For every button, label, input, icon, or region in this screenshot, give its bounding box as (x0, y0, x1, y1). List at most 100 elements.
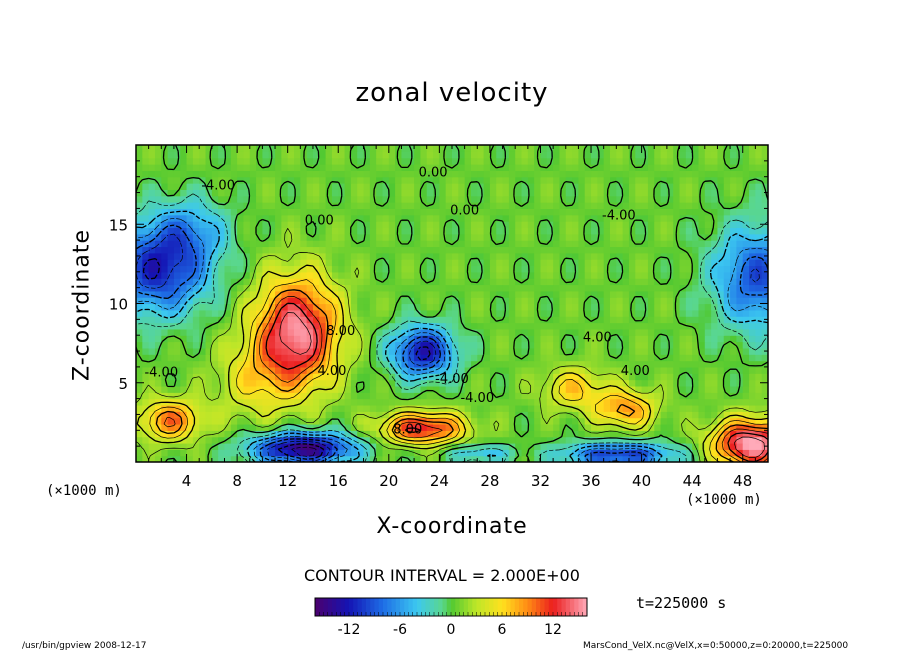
contour-level (149, 279, 768, 462)
contour-level (136, 193, 768, 462)
colorbar-segment (408, 598, 414, 616)
colorbar-segment (578, 598, 584, 616)
contour-level (279, 312, 765, 458)
colorbar-segment (548, 598, 554, 616)
contour-labels: -4.00 0.00 0.00 0.00 -4.00 -4.00 8.00 4.00 -4.00… (144, 166, 649, 438)
x-tick-label: 20 (379, 472, 398, 490)
colorbar-segment (395, 598, 401, 616)
colorbar-segment (455, 598, 460, 616)
colorbar-segment (497, 598, 503, 616)
colorbar-segment (374, 598, 380, 616)
contour-value-label: 4.00 (621, 364, 650, 379)
colorbar: -12 -6 0 6 12 (314, 597, 588, 638)
contour-lines (136, 145, 768, 462)
contour-value-label: -4.00 (602, 208, 636, 223)
contour-value-label: 4.00 (317, 364, 346, 379)
contour-value-label: 8.00 (326, 324, 355, 339)
colorbar-segment (582, 598, 588, 616)
colorbar-segment (502, 598, 507, 616)
x-tick-label: 32 (531, 472, 550, 490)
colorbar-segment (412, 598, 418, 616)
footer-program-info: /usr/bin/gpview 2008-12-17 (22, 641, 147, 651)
colorbar-segment (527, 598, 533, 616)
colorbar-segment (485, 598, 490, 616)
colorbar-segment (459, 598, 465, 616)
x-tick-label: 36 (581, 472, 600, 490)
x-tick-label: 28 (480, 472, 499, 490)
contour-value-label: 8.00 (393, 422, 422, 437)
contour-level (265, 302, 768, 462)
time-label: t=225000 s (636, 594, 727, 612)
colorbar-segment (434, 598, 439, 616)
colorbar-segment (429, 598, 435, 616)
colorbar-tick-label: 12 (544, 622, 562, 638)
x-tick-label: 48 (733, 472, 752, 490)
colorbar-segment (361, 598, 367, 616)
contour-level (136, 264, 768, 462)
colorbar-segment (404, 598, 409, 616)
contour-value-label: 0.00 (305, 213, 334, 228)
colorbar-segment (570, 598, 575, 616)
footer-data-source: MarsCond_VelX.nc@VelX,x=0:50000,z=0:2000… (583, 641, 849, 651)
x-axis-ticks: 4 8 12 16 20 24 28 32 36 40 44 48 (148, 145, 756, 490)
contour-value-label: -4.00 (144, 365, 178, 380)
colorbar-tick-label: -12 (338, 622, 361, 638)
colorbar-segment (353, 598, 358, 616)
colorbar-tick-label: 6 (498, 622, 507, 638)
colorbar-segment (553, 598, 558, 616)
colorbar-segment (514, 598, 520, 616)
colorbar-segment (574, 598, 579, 616)
contour-interval-label: CONTOUR INTERVAL = 2.000E+00 (304, 566, 580, 585)
contour-level (136, 233, 760, 462)
colorbar-segment (387, 598, 392, 616)
colorbar-tick-label: -6 (393, 622, 407, 638)
colorbar-segment (319, 598, 324, 616)
colorbar-segment (531, 598, 537, 616)
colorbar-segment (506, 598, 511, 616)
colorbar-segment (332, 598, 337, 616)
colorbar-segment (489, 598, 494, 616)
contour-value-label: 4.00 (583, 331, 612, 346)
colorbar-segment (544, 598, 550, 616)
colorbar-segment (468, 598, 473, 616)
x-tick-label: 16 (329, 472, 348, 490)
x-tick-label: 4 (182, 472, 192, 490)
colorbar-segment (451, 598, 456, 616)
contour-value-label: -4.00 (201, 178, 235, 193)
colorbar-segment (323, 598, 329, 616)
colorbar-segment (446, 598, 452, 616)
colorbar-segment (476, 598, 482, 616)
contour-level (155, 289, 768, 462)
colorbar-segment (519, 598, 524, 616)
chart-title: zonal velocity (355, 78, 549, 108)
contour-level (291, 446, 317, 457)
colorbar-tick-label: 0 (447, 622, 456, 638)
colorbar-segment (425, 598, 431, 616)
colorbar-segment (442, 598, 448, 616)
colorbar-segment (366, 598, 371, 616)
colorbar-segment (340, 598, 346, 616)
contour-value-label: -4.00 (460, 391, 494, 406)
colorbar-segment (357, 598, 363, 616)
colorbar-segment (400, 598, 405, 616)
y-tick-label: 10 (109, 296, 128, 314)
contour-value-label: 0.00 (450, 204, 479, 219)
contour-level (163, 296, 768, 462)
contour-level (136, 210, 768, 462)
colorbar-segment (383, 598, 388, 616)
colorbar-segment (510, 598, 516, 616)
colorbar-segment (561, 598, 567, 616)
y-tick-label: 5 (118, 375, 128, 393)
contour-level (136, 145, 768, 462)
x-tick-label: 40 (632, 472, 651, 490)
x-axis-label: X-coordinate (376, 514, 528, 539)
colorbar-segment (463, 598, 469, 616)
contour-level (136, 228, 768, 462)
x-unit-label-left: (×1000 m) (46, 483, 122, 499)
colorbar-segment (327, 598, 333, 616)
colorbar-segment (370, 598, 375, 616)
y-tick-label: 15 (109, 216, 128, 234)
colorbar-segment (480, 598, 486, 616)
colorbar-segment (378, 598, 384, 616)
